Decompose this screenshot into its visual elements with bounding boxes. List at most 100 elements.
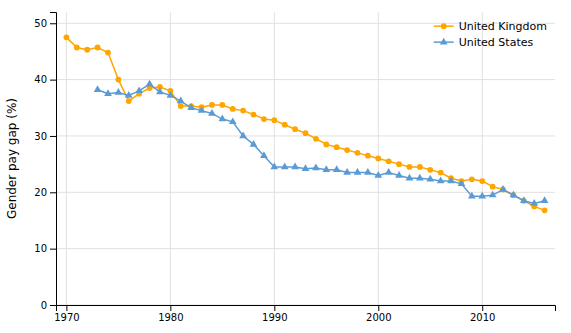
tick-label: 1980 (158, 312, 183, 323)
point (198, 106, 206, 113)
point (115, 88, 123, 95)
point (407, 164, 413, 170)
point (95, 45, 101, 51)
point (250, 140, 258, 147)
point (270, 162, 278, 169)
series (64, 34, 548, 213)
point (386, 158, 392, 164)
point (364, 168, 372, 175)
point (209, 102, 215, 108)
tick-mark (50, 80, 56, 81)
tick-mark (66, 305, 67, 311)
point (520, 196, 528, 203)
point (541, 196, 549, 203)
point (312, 164, 320, 171)
tick: 50 (34, 18, 56, 29)
plot-area: 1970198019902000201001020304050United Ki… (34, 12, 555, 323)
point (385, 168, 393, 175)
tick-label: 20 (34, 187, 47, 198)
point (438, 170, 444, 176)
point (178, 103, 184, 109)
point (251, 112, 257, 118)
point (218, 115, 226, 122)
grid-line (56, 192, 555, 193)
grid-line (274, 12, 275, 305)
axis-line (50, 13, 57, 306)
tick: 10 (34, 243, 56, 254)
point (437, 177, 445, 184)
point (395, 171, 403, 178)
point (323, 142, 329, 148)
tick-label: 0 (41, 300, 47, 311)
tick: 40 (34, 74, 56, 85)
point (281, 162, 289, 169)
point (396, 161, 402, 167)
tick: 1990 (262, 305, 287, 323)
point (479, 178, 485, 184)
tick-label: 50 (34, 18, 47, 29)
point (469, 176, 475, 182)
point (239, 131, 247, 138)
point (303, 130, 309, 136)
tick-label: 40 (34, 74, 47, 85)
point (260, 151, 268, 158)
tick-mark (170, 305, 171, 311)
series-group (64, 34, 549, 213)
tick-label: 10 (34, 243, 47, 254)
point (333, 165, 341, 172)
point (489, 191, 497, 198)
point (105, 50, 111, 56)
grid (56, 12, 555, 305)
point (490, 184, 496, 190)
series-line (66, 37, 544, 210)
point (374, 171, 382, 178)
point (292, 126, 298, 132)
point (458, 179, 466, 186)
legend-marker (441, 23, 447, 29)
point (447, 177, 455, 184)
axis-line (57, 306, 556, 312)
grid-line (56, 248, 555, 249)
point (74, 45, 80, 51)
point (271, 117, 277, 123)
point (261, 116, 267, 122)
point (355, 150, 361, 156)
point (344, 147, 350, 153)
tick: 0 (41, 300, 56, 311)
point (229, 117, 237, 124)
grid-line (66, 12, 67, 305)
tick-label: 1970 (54, 312, 79, 323)
point (146, 80, 154, 87)
point (291, 162, 299, 169)
point (166, 91, 174, 98)
series-line (98, 84, 545, 203)
y-axis: 01020304050 (34, 13, 56, 311)
point (416, 174, 424, 181)
chart: 1970198019902000201001020304050United Ki… (0, 0, 571, 333)
x-axis: 19701980199020002010 (54, 305, 555, 323)
point (282, 122, 288, 128)
tick-mark (50, 192, 56, 193)
point (334, 144, 340, 150)
point (542, 207, 548, 213)
point (375, 156, 381, 162)
point (417, 164, 423, 170)
point (427, 167, 433, 173)
legend-marker (440, 38, 448, 45)
point (64, 34, 70, 40)
tick-mark (274, 305, 275, 311)
point (313, 136, 319, 142)
point (302, 164, 310, 171)
point (230, 106, 236, 112)
point (354, 168, 362, 175)
tick-mark (50, 136, 56, 137)
point (126, 98, 132, 104)
legend-label: United States (459, 36, 534, 49)
point (156, 88, 164, 95)
point (240, 108, 246, 114)
point (468, 192, 476, 199)
tick-mark (50, 249, 56, 250)
tick-mark (50, 305, 56, 306)
point (478, 192, 486, 199)
grid-line (482, 12, 483, 305)
